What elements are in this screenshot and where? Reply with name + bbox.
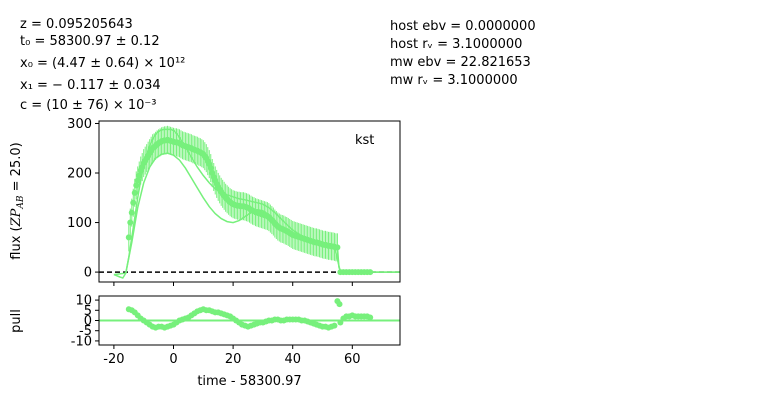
pull-y-axis-label: pull <box>9 309 24 333</box>
flux-y-tick-label: 200 <box>67 167 92 182</box>
pull-x-tick-label: 0 <box>169 352 177 367</box>
param-c: c = (10 ± 76) × 10⁻³ <box>20 98 157 113</box>
flux-y-ticks: 0 100 200 300 <box>67 117 99 281</box>
flux-point <box>125 234 132 241</box>
pull-y-tick-label: 0 <box>84 314 92 329</box>
flux-panel: 0 100 200 300 flux (ZPAB = 25.0) kst <box>9 117 401 286</box>
pull-x-tick-label: 60 <box>344 352 361 367</box>
param-x1: x₁ = − 0.117 ± 0.034 <box>20 78 161 93</box>
pull-x-tick-label: -20 <box>103 352 124 367</box>
pull-y-tick-label: -10 <box>71 334 92 349</box>
flux-y-tick-label: 0 <box>84 266 92 281</box>
pull-y-tick-label: -5 <box>79 324 92 339</box>
pull-plot-area <box>99 298 400 331</box>
param-host-rv: host rᵥ = 3.1000000 <box>390 37 523 52</box>
legend-band-kst: kst <box>355 133 374 148</box>
x-axis-label: time - 58300.97 <box>197 374 301 389</box>
param-z: z = 0.095205643 <box>20 17 133 32</box>
flux-axes-frame <box>98 120 401 283</box>
pull-point <box>331 322 338 329</box>
flux-point <box>334 244 341 251</box>
param-host-ebv: host ebv = 0.0000000 <box>390 19 536 34</box>
pull-x-tick-label: 40 <box>284 352 301 367</box>
flux-y-tick-label: 100 <box>67 216 92 231</box>
flux-x-ticks <box>113 282 353 286</box>
param-mw-ebv: mw ebv = 22.821653 <box>390 55 531 70</box>
pull-point <box>336 301 343 308</box>
pull-y-tick-label: 10 <box>75 294 92 309</box>
flux-point <box>130 199 137 206</box>
flux-y-tick-label: 300 <box>67 117 92 132</box>
param-x0: x₀ = (4.47 ± 0.64) × 10¹² <box>20 56 186 71</box>
pull-point <box>367 314 374 321</box>
flux-point <box>131 189 138 196</box>
pull-x-tick-label: 20 <box>225 352 242 367</box>
pull-y-tick-label: 5 <box>84 304 92 319</box>
param-t0: t₀ = 58300.97 ± 0.12 <box>20 34 160 49</box>
flux-point <box>128 209 135 216</box>
param-mw-rv: mw rᵥ = 3.1000000 <box>390 73 518 88</box>
pull-x-ticks: -20 0 20 40 60 <box>103 345 361 367</box>
flux-y-axis-label: flux (ZPAB = 25.0) <box>9 142 26 259</box>
flux-plot-area <box>99 125 400 279</box>
flux-point <box>367 269 374 276</box>
flux-point <box>127 219 134 226</box>
